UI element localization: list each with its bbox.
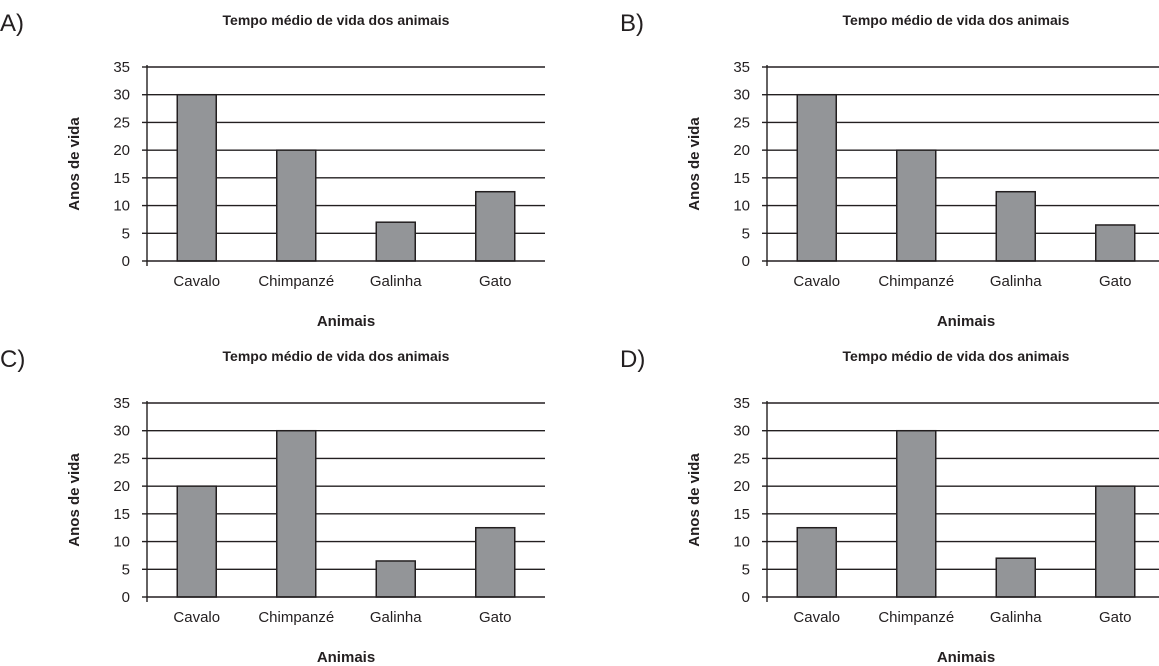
y-tick-label: 30: [733, 423, 750, 440]
y-axis-label: Anos de vida: [686, 453, 703, 547]
bar-galinha: [375, 560, 416, 598]
x-axis-label: Animais: [317, 313, 375, 330]
x-category-label: Galinha: [370, 273, 422, 290]
y-tick-label: 5: [742, 225, 750, 242]
y-tick-label: 0: [122, 589, 130, 606]
chart-title: Tempo médio de vida dos animais: [223, 12, 450, 28]
x-category-label: Galinha: [990, 609, 1042, 626]
x-category-label: Galinha: [370, 609, 422, 626]
x-axis-label: Animais: [937, 313, 995, 330]
y-tick-label: 35: [733, 59, 750, 76]
x-category-label: Chimpanzé: [878, 273, 954, 290]
x-category-label: Galinha: [990, 273, 1042, 290]
bar-galinha: [995, 190, 1036, 262]
y-tick-label: 10: [733, 198, 750, 215]
bar-chimpanze: [896, 429, 937, 598]
chart-c: C) Tempo médio de vida dos animais Anos de…: [0, 346, 545, 666]
bar-gato: [475, 526, 516, 598]
y-tick-label: 35: [113, 395, 130, 412]
y-tick-label: 15: [113, 506, 130, 523]
bar-cavalo: [176, 485, 217, 598]
bar-cavalo: [796, 526, 837, 598]
bar-chimpanze: [276, 149, 317, 262]
x-category-label: Cavalo: [173, 609, 220, 626]
option-letter: A): [0, 10, 24, 37]
chart-panel-d: D) Tempo médio de vida dos animais Anos de…: [620, 336, 1159, 666]
y-tick-label: 15: [733, 506, 750, 523]
chart-panel-b: B) Tempo médio de vida dos animais Anos de…: [620, 0, 1159, 330]
y-axis-label: Anos de vida: [686, 117, 703, 211]
y-tick-label: 5: [122, 225, 130, 242]
chart-a: A) Tempo médio de vida dos animais Anos de…: [0, 10, 545, 330]
y-tick-label: 30: [113, 423, 130, 440]
y-tick-label: 15: [113, 170, 130, 187]
bar-chimpanze: [896, 149, 937, 262]
x-category-label: Chimpanzé: [258, 273, 334, 290]
x-category-label: Gato: [479, 609, 512, 626]
y-tick-label: 10: [733, 534, 750, 551]
y-tick-label: 0: [742, 589, 750, 606]
bar-cavalo: [796, 93, 837, 262]
x-category-label: Cavalo: [793, 609, 840, 626]
y-tick-label: 25: [113, 450, 130, 467]
y-tick-label: 10: [113, 198, 130, 215]
option-letter: D): [620, 346, 645, 373]
y-tick-label: 25: [733, 114, 750, 131]
y-tick-label: 5: [742, 561, 750, 578]
x-axis-label: Animais: [937, 649, 995, 666]
bar-cavalo: [176, 93, 217, 262]
option-letter: C): [0, 346, 25, 373]
x-axis-label: Animais: [317, 649, 375, 666]
bar-gato: [475, 190, 516, 262]
bar-gato: [1095, 485, 1136, 598]
y-tick-label: 10: [113, 534, 130, 551]
chart-b: B) Tempo médio de vida dos animais Anos de…: [620, 10, 1159, 330]
y-axis-label: Anos de vida: [66, 117, 83, 211]
x-category-label: Gato: [1099, 273, 1132, 290]
bar-chimpanze: [276, 429, 317, 598]
y-tick-label: 35: [113, 59, 130, 76]
y-axis-label: Anos de vida: [66, 453, 83, 547]
x-category-label: Chimpanzé: [878, 609, 954, 626]
y-tick-label: 20: [113, 142, 130, 159]
chart-title: Tempo médio de vida dos animais: [843, 12, 1070, 28]
y-tick-label: 30: [113, 87, 130, 104]
x-category-label: Gato: [1099, 609, 1132, 626]
y-tick-label: 5: [122, 561, 130, 578]
y-tick-label: 20: [113, 478, 130, 495]
x-category-label: Gato: [479, 273, 512, 290]
chart-d: D) Tempo médio de vida dos animais Anos de…: [620, 346, 1159, 666]
y-tick-label: 0: [122, 253, 130, 270]
chart-panel-a: A) Tempo médio de vida dos animais Anos de…: [0, 0, 575, 330]
y-tick-label: 20: [733, 478, 750, 495]
y-tick-label: 30: [733, 87, 750, 104]
chart-panel-c: C) Tempo médio de vida dos animais Anos de…: [0, 336, 575, 666]
x-category-label: Cavalo: [793, 273, 840, 290]
x-category-label: Cavalo: [173, 273, 220, 290]
y-tick-label: 25: [113, 114, 130, 131]
x-category-label: Chimpanzé: [258, 609, 334, 626]
y-tick-label: 20: [733, 142, 750, 159]
bar-gato: [1095, 224, 1136, 262]
bar-galinha: [995, 557, 1036, 598]
bar-galinha: [375, 221, 416, 262]
y-tick-label: 25: [733, 450, 750, 467]
y-tick-label: 15: [733, 170, 750, 187]
chart-title: Tempo médio de vida dos animais: [223, 348, 450, 364]
y-tick-label: 0: [742, 253, 750, 270]
option-letter: B): [620, 10, 644, 37]
y-tick-label: 35: [733, 395, 750, 412]
chart-title: Tempo médio de vida dos animais: [843, 348, 1070, 364]
